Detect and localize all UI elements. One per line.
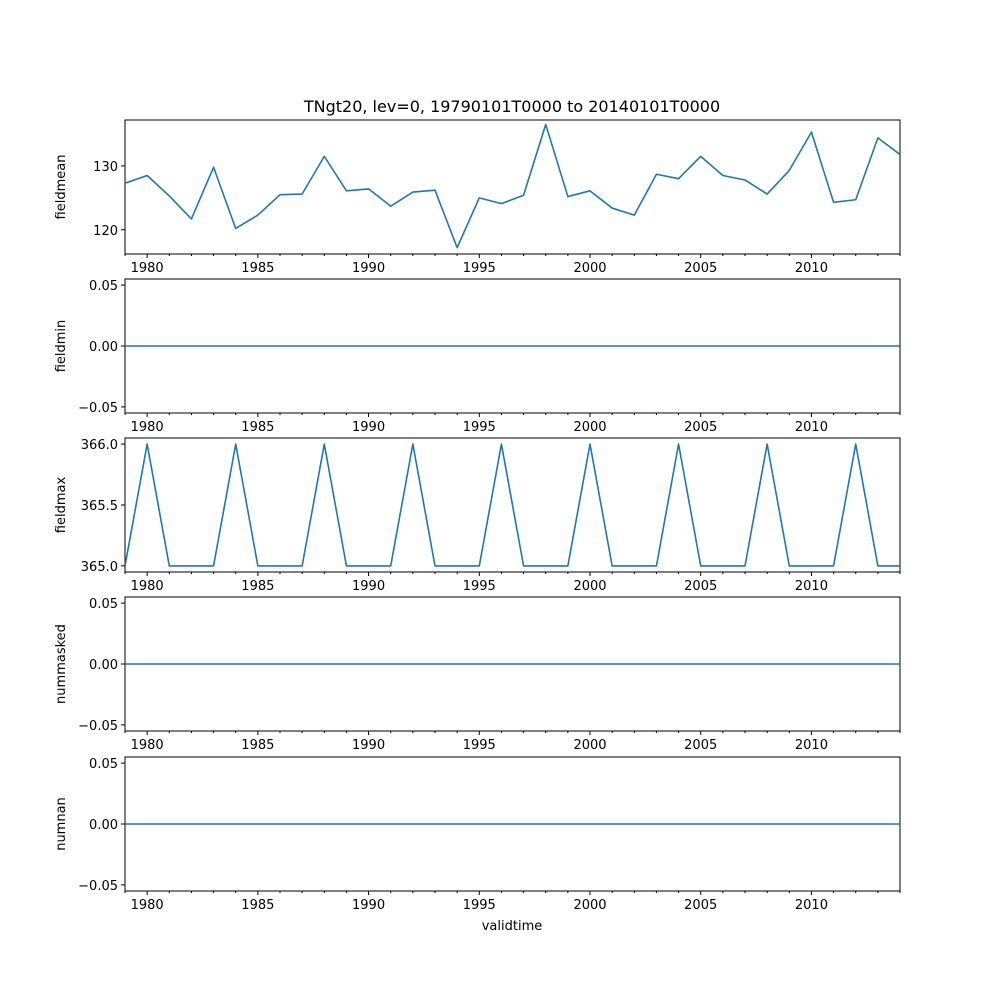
y-tick-label: 366.0: [81, 438, 118, 453]
y-axis-label: numnan: [54, 797, 69, 851]
x-tick-label: 1985: [241, 261, 274, 276]
panel-nummasked: −0.05 0.00 0.05 1980 1985 1990 1995 2000 2005 201…: [54, 596, 901, 753]
x-tick-label: 1995: [463, 579, 496, 594]
x-tick-label: 1995: [463, 420, 496, 435]
x-tick-label: 1980: [131, 738, 164, 753]
y-tick-label: 0.00: [89, 658, 118, 673]
plot-frame: [124, 119, 901, 255]
x-tick-label: 1995: [463, 738, 496, 753]
y-axis-label: fieldmin: [54, 320, 69, 373]
y-tick-label: −0.05: [78, 719, 118, 734]
x-tick-label: 2005: [684, 738, 717, 753]
y-tick-label: 365.5: [81, 499, 118, 514]
x-tick-label: 1990: [352, 261, 385, 276]
x-axis-label: validtime: [482, 919, 543, 934]
panel-fieldmax: 365.0 365.5 366.0 1980 1985 1990 1995 2000 2005 2…: [54, 437, 901, 594]
x-tick-label: 1985: [241, 738, 274, 753]
y-axis-label: fieldmax: [54, 477, 69, 534]
y-axis-label: nummasked: [54, 624, 69, 704]
x-tick-label: 2005: [684, 898, 717, 913]
x-tick-label: 2000: [573, 738, 606, 753]
x-tick-label: 2000: [573, 420, 606, 435]
x-tick-label: 2000: [573, 579, 606, 594]
panels: 120 130 1980 1985 1990 1995 2000 2005 2010 fieldm…: [54, 119, 901, 913]
series-line-fieldmax: [125, 443, 900, 567]
x-tick-label: 1990: [352, 579, 385, 594]
y-tick-label: 365.0: [81, 560, 118, 575]
x-tick-label: 1990: [352, 898, 385, 913]
x-tick-label: 1980: [131, 898, 164, 913]
y-tick-label: 120: [93, 224, 118, 239]
x-tick-label: 1985: [241, 898, 274, 913]
y-axis-label: fieldmean: [54, 155, 69, 220]
x-tick-label: 1985: [241, 420, 274, 435]
y-tick-label: −0.05: [78, 401, 118, 416]
x-tick-label: 1995: [463, 261, 496, 276]
figure-title: TNgt20, lev=0, 19790101T0000 to 20140101…: [303, 97, 720, 116]
series-line-fieldmean: [125, 123, 900, 249]
x-tick-label: 2005: [684, 579, 717, 594]
x-tick-label: 1990: [352, 738, 385, 753]
x-tick-label: 2000: [573, 898, 606, 913]
x-tick-label: 1980: [131, 420, 164, 435]
x-tick-label: 2010: [795, 261, 828, 276]
x-tick-label: 1995: [463, 898, 496, 913]
x-tick-label: 1980: [131, 579, 164, 594]
panel-fieldmean: 120 130 1980 1985 1990 1995 2000 2005 2010 fieldm…: [54, 119, 901, 276]
x-tick-label: 2005: [684, 261, 717, 276]
y-tick-label: 0.00: [89, 340, 118, 355]
x-tick-label: 2005: [684, 420, 717, 435]
x-tick-label: 1980: [131, 261, 164, 276]
y-tick-label: 0.05: [89, 757, 118, 772]
x-tick-label: 2010: [795, 579, 828, 594]
x-tick-label: 2000: [573, 261, 606, 276]
x-tick-label: 2010: [795, 420, 828, 435]
y-tick-label: 0.05: [89, 597, 118, 612]
y-tick-label: 0.05: [89, 279, 118, 294]
x-tick-label: 1985: [241, 579, 274, 594]
panel-numnan: −0.05 0.00 0.05 1980 1985 1990 1995 2000 2005 201…: [54, 756, 901, 913]
y-tick-label: 130: [93, 160, 118, 175]
y-tick-label: −0.05: [78, 879, 118, 894]
x-tick-label: 2010: [795, 898, 828, 913]
y-tick-label: 0.00: [89, 818, 118, 833]
panel-fieldmin: −0.05 0.00 0.05 1980 1985 1990 1995 2000 2005 201…: [54, 278, 901, 435]
x-tick-label: 2010: [795, 738, 828, 753]
x-tick-label: 1990: [352, 420, 385, 435]
